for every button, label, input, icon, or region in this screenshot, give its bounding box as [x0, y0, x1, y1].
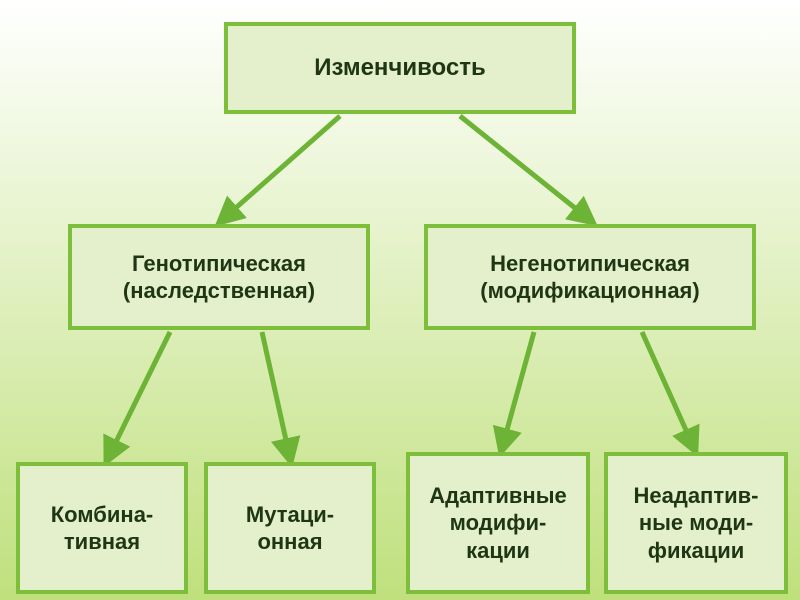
node-leaf1: Комбина-тивная	[16, 462, 188, 594]
node-leaf3: Адаптивныемодифи-кации	[406, 452, 590, 594]
node-leaf4: Неадаптив-ные моди-фикации	[604, 452, 788, 594]
node-leaf2: Мутаци-онная	[204, 462, 376, 594]
node-right: Негенотипическая(модификационная)	[424, 224, 756, 330]
node-left: Генотипическая(наследственная)	[68, 224, 370, 330]
diagram-container: Изменчивость Генотипическая(наследственна…	[0, 0, 800, 600]
node-root: Изменчивость	[224, 22, 576, 114]
